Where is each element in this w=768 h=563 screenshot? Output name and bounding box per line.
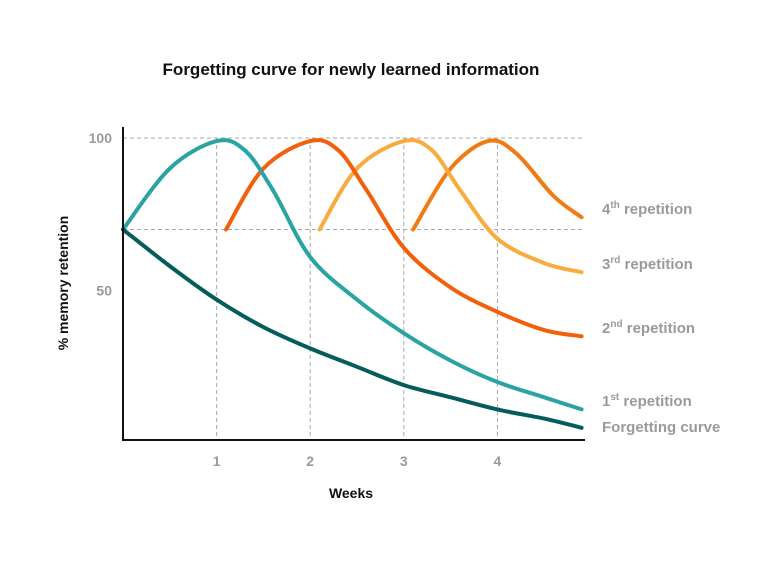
forgetting-curve-label: Forgetting curve (602, 419, 720, 436)
4th-repetition-label: 4th repetition (602, 200, 692, 218)
label-main: 2 (602, 320, 610, 337)
label-main: 4 (602, 201, 611, 218)
2nd-repetition-label: 2nd repetition (602, 319, 695, 337)
y-axis-title: % memory retention (55, 216, 71, 351)
1st-repetition-line (121, 138, 584, 412)
grid-lines (123, 137, 582, 440)
x-tick-label: 2 (306, 453, 314, 469)
x-tick-label: 3 (400, 453, 408, 469)
3rd-repetition-line (317, 138, 584, 275)
label-main: 1 (602, 393, 610, 410)
x-axis-title: Weeks (329, 485, 373, 501)
1st-repetition-label: 1st repetition (602, 392, 692, 410)
label-rest: repetition (620, 201, 693, 218)
tick-labels: 1 2 3 4 100 50 (89, 130, 502, 469)
label-main: Forgetting curve (602, 419, 720, 436)
label-main: 3 (602, 256, 610, 273)
label-superscript: nd (610, 319, 622, 330)
2nd-repetition-line (224, 138, 584, 339)
label-rest: repetition (623, 320, 696, 337)
label-superscript: rd (610, 255, 620, 266)
label-superscript: st (610, 392, 620, 403)
y-tick-label: 50 (96, 283, 112, 299)
label-rest: repetition (620, 256, 693, 273)
x-tick-label: 1 (213, 453, 221, 469)
4th-repetition-line (411, 138, 584, 232)
3rd-repetition-label: 3rd repetition (602, 255, 693, 273)
label-superscript: th (610, 200, 619, 211)
series-curves (121, 138, 584, 430)
x-tick-label: 4 (494, 453, 502, 469)
axes (122, 127, 585, 441)
forgetting-curve-line (121, 227, 584, 430)
y-tick-label: 100 (89, 130, 113, 146)
label-rest: repetition (619, 393, 692, 410)
chart-title: Forgetting curve for newly learned infor… (163, 60, 540, 79)
